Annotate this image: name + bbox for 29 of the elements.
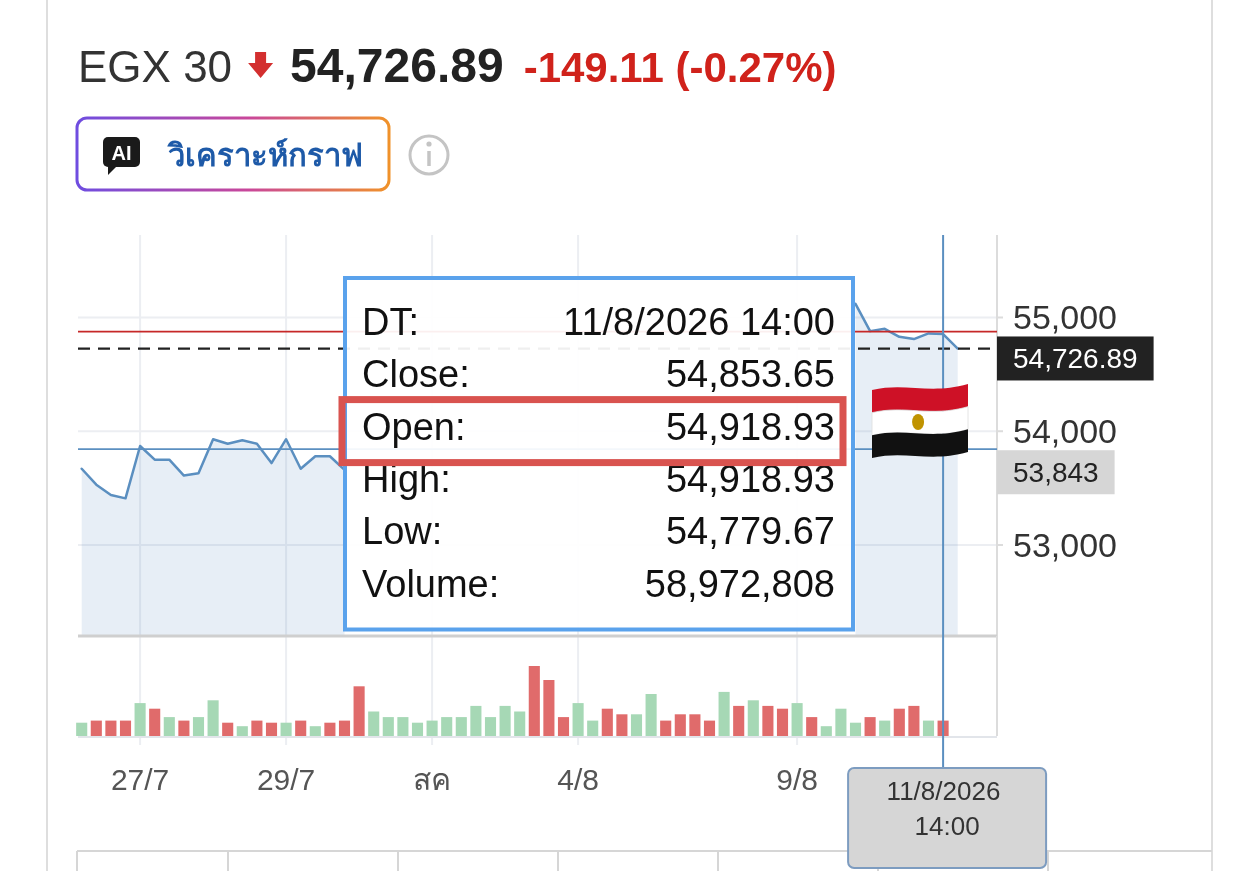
ref-line-label: 53,843: [1013, 457, 1099, 489]
y-tick-label: 54,000: [1013, 412, 1117, 451]
annotation: Low:: [362, 510, 443, 553]
annotation: Open:: [362, 405, 466, 448]
y-tick-label: 53,000: [1013, 526, 1117, 564]
x-tick-label: 9/8: [776, 763, 818, 796]
x-tick-label: สค: [413, 763, 452, 796]
ref-line-label: 54,726.89: [1013, 343, 1138, 375]
x-tick-label: 4/8: [557, 763, 599, 796]
annotation: AI: [111, 142, 132, 164]
annotation: 54,853.65: [665, 353, 835, 396]
ref-line-label: 54,726.89: [997, 336, 1154, 381]
annotation: วิเคราะห์กราฟ: [168, 138, 363, 173]
annotation: 58,972,808: [644, 562, 835, 605]
annotation: 54,779.67: [665, 510, 835, 553]
x-tick-label: 27/7: [110, 763, 170, 796]
ref-line-label: 53,843: [997, 450, 1115, 495]
annotation: High:: [362, 457, 451, 500]
annotation: Close:: [362, 353, 470, 396]
title: EGX 30: [78, 42, 233, 91]
annotation: 11/8/2026 14:00: [563, 301, 835, 343]
annotation: DT:: [362, 301, 419, 343]
annotation: -149.11 (-0.27%): [523, 44, 837, 91]
x-tick-label: 29/7: [256, 763, 316, 796]
y-tick-label: 55,000: [1013, 298, 1117, 337]
annotation: 54,918.93: [665, 457, 835, 500]
annotation: 54,918.93: [665, 405, 835, 448]
annotation: 54,726.89: [290, 39, 504, 92]
annotation: Volume:: [362, 562, 500, 605]
